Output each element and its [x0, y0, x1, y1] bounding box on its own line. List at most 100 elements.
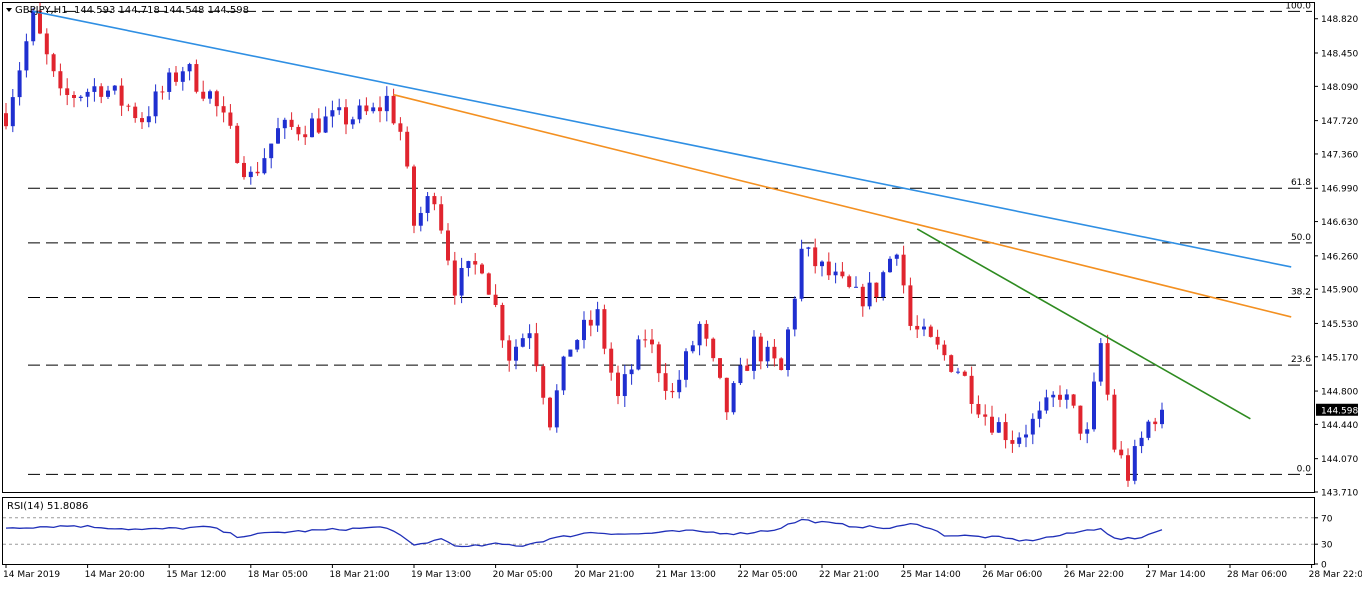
time-tick-label: 15 Mar 12:00 [166, 570, 226, 580]
dropdown-triangle-icon[interactable] [6, 8, 12, 12]
candle-body [10, 97, 15, 127]
candle-body [208, 91, 212, 99]
candle-body [908, 285, 913, 326]
candle-body [752, 336, 756, 371]
candle-body [296, 126, 301, 135]
candle-body [928, 326, 933, 337]
candle-body [1017, 437, 1022, 444]
candle-body [820, 261, 824, 267]
candle-body [874, 282, 879, 298]
price-axis: 148.820 148.450 148.090 147.720 147.360 146.9… [1314, 15, 1358, 499]
candle-body [568, 349, 573, 357]
candle-body [881, 272, 886, 298]
candle-body [643, 339, 648, 341]
candle-body [167, 72, 172, 92]
candle-body [1051, 394, 1056, 398]
candle-body [962, 371, 967, 376]
time-tick-label: 21 Mar 13:00 [656, 570, 716, 580]
candle-body [310, 118, 314, 138]
candle-body [140, 118, 144, 123]
candle-body [425, 196, 430, 213]
candle-body [772, 346, 777, 359]
candle-body [616, 372, 620, 397]
candle-body [78, 96, 83, 99]
candle-body [194, 64, 199, 92]
candle-body [432, 196, 437, 205]
candle-body [316, 118, 321, 133]
candle-body [126, 105, 131, 107]
candle-body [541, 366, 546, 398]
candle-body [718, 358, 722, 378]
candle-body [255, 171, 260, 174]
time-tick-label: 20 Mar 21:00 [574, 570, 634, 580]
candle-body [765, 346, 770, 362]
time-tick-label: 26 Mar 22:00 [1064, 570, 1124, 580]
time-axis: 14 Mar 2019 14 Mar 20:00 15 Mar 12:00 18 Ma… [3, 564, 1362, 580]
candle-body [1010, 440, 1015, 444]
candle-body [650, 339, 654, 345]
time-tick-label: 14 Mar 2019 [3, 570, 60, 580]
candle-body [684, 351, 688, 380]
candle-body [663, 373, 668, 391]
price-tick-label: 146.260 [1321, 252, 1358, 262]
candle-body [344, 107, 348, 125]
candle-body [180, 71, 185, 82]
candle-body [65, 88, 70, 95]
candle-body [629, 369, 634, 375]
rsi-tick-label: 30 [1321, 541, 1333, 551]
candle-body [384, 95, 389, 112]
candle-body [473, 261, 478, 265]
candle-body [371, 107, 376, 112]
candle-body [493, 294, 498, 305]
candle-body [833, 271, 838, 276]
candle-body [942, 344, 947, 356]
candle-body [1064, 394, 1069, 400]
candle-body [112, 85, 117, 91]
candle-body [595, 309, 600, 326]
candle-body [582, 319, 586, 341]
price-tick-label: 147.360 [1321, 150, 1358, 160]
candle-body [969, 375, 974, 404]
candle-body [983, 414, 988, 417]
candle-body [330, 110, 335, 117]
time-tick-label: 14 Mar 20:00 [85, 570, 145, 580]
candle-body [1098, 343, 1103, 382]
candle-body [548, 397, 552, 428]
candle-body [554, 390, 559, 428]
candle-body [854, 286, 858, 288]
candle-body [106, 90, 110, 97]
candle-body [269, 143, 274, 159]
candle-body [92, 86, 97, 92]
candle-body [745, 365, 750, 371]
candle-body [901, 254, 906, 286]
trendlines [33, 10, 1292, 420]
candle-body [398, 123, 403, 132]
candle-body [391, 95, 396, 124]
candle-body [235, 125, 240, 163]
price-tick-label: 148.090 [1321, 83, 1358, 93]
fib-label-23-6: 23.6 [1291, 355, 1311, 365]
candle-body [1030, 418, 1035, 435]
candle-body [915, 325, 920, 330]
time-tick-label: 27 Mar 14:00 [1145, 570, 1205, 580]
candle-body [357, 105, 362, 120]
ohlc-values: 144.593 144.718 144.548 144.598 [74, 5, 249, 16]
candle-body [276, 128, 280, 144]
candle-body [888, 258, 892, 273]
candle-body [133, 106, 138, 119]
candle-body [201, 91, 206, 99]
candle-body [405, 131, 410, 167]
trendline-mid [393, 93, 1292, 318]
candle-body [99, 86, 104, 97]
candle-body [500, 304, 505, 341]
candle-body [350, 119, 355, 125]
rsi-tick-label: 70 [1321, 514, 1333, 524]
candle-body [894, 254, 899, 259]
fib-label-100-0: 100.0 [1285, 1, 1311, 11]
candle-body [1126, 455, 1130, 481]
candle-body [1003, 422, 1008, 441]
candle-body [711, 338, 716, 359]
candle-body [704, 323, 709, 339]
candle-body [146, 116, 151, 123]
